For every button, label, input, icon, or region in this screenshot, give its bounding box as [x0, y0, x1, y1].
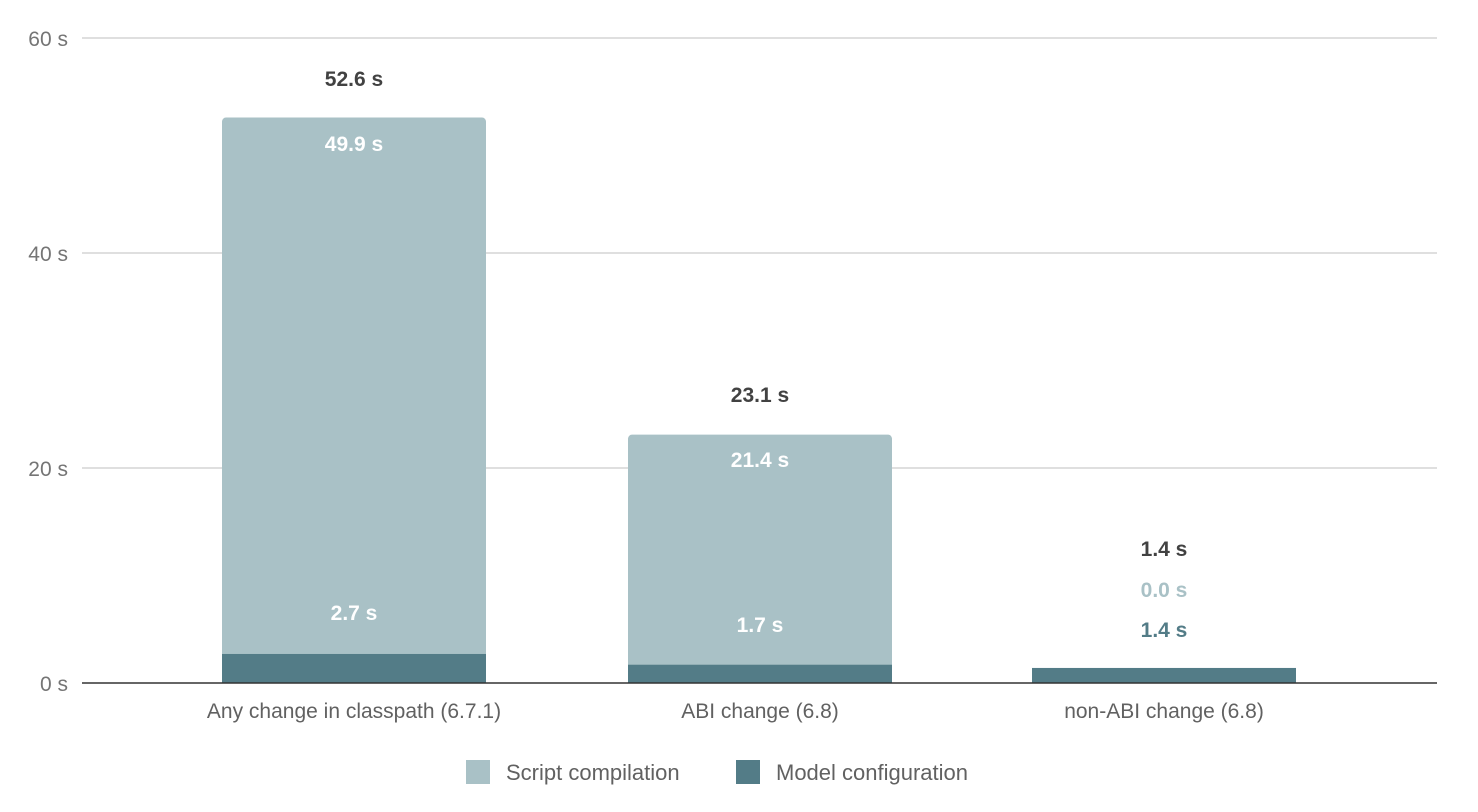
legend-label: Model configuration	[776, 760, 968, 785]
legend-swatch	[736, 760, 760, 784]
model-configuration-data-label: 1.7 s	[737, 614, 784, 637]
y-tick-label: 60 s	[28, 28, 68, 51]
script-compilation-data-label: 21.4 s	[731, 449, 789, 472]
x-category-label: non-ABI change (6.8)	[1064, 700, 1264, 723]
bar-segment-script-compilation	[222, 117, 486, 658]
x-category-label: Any change in classpath (6.7.1)	[207, 700, 501, 723]
bar-segment-script-compilation	[628, 434, 892, 669]
bar-segment-model-configuration	[1032, 667, 1296, 683]
script-compilation-data-label: 49.9 s	[325, 133, 383, 156]
model-configuration-data-label: 1.4 s	[1141, 619, 1188, 642]
total-data-label: 52.6 s	[325, 68, 383, 91]
legend-label: Script compilation	[506, 760, 680, 785]
total-data-label: 23.1 s	[731, 384, 789, 407]
y-tick-label: 40 s	[28, 243, 68, 266]
total-data-label: 1.4 s	[1141, 538, 1188, 561]
bar-segment-model-configuration	[222, 653, 486, 683]
bar-segment-model-configuration	[628, 664, 892, 683]
x-category-label: ABI change (6.8)	[681, 700, 839, 723]
legend-swatch	[466, 760, 490, 784]
model-configuration-data-label: 2.7 s	[331, 602, 378, 625]
script-compilation-data-label: 0.0 s	[1141, 579, 1188, 602]
y-tick-label: 0 s	[40, 673, 68, 696]
y-tick-label: 20 s	[28, 458, 68, 481]
